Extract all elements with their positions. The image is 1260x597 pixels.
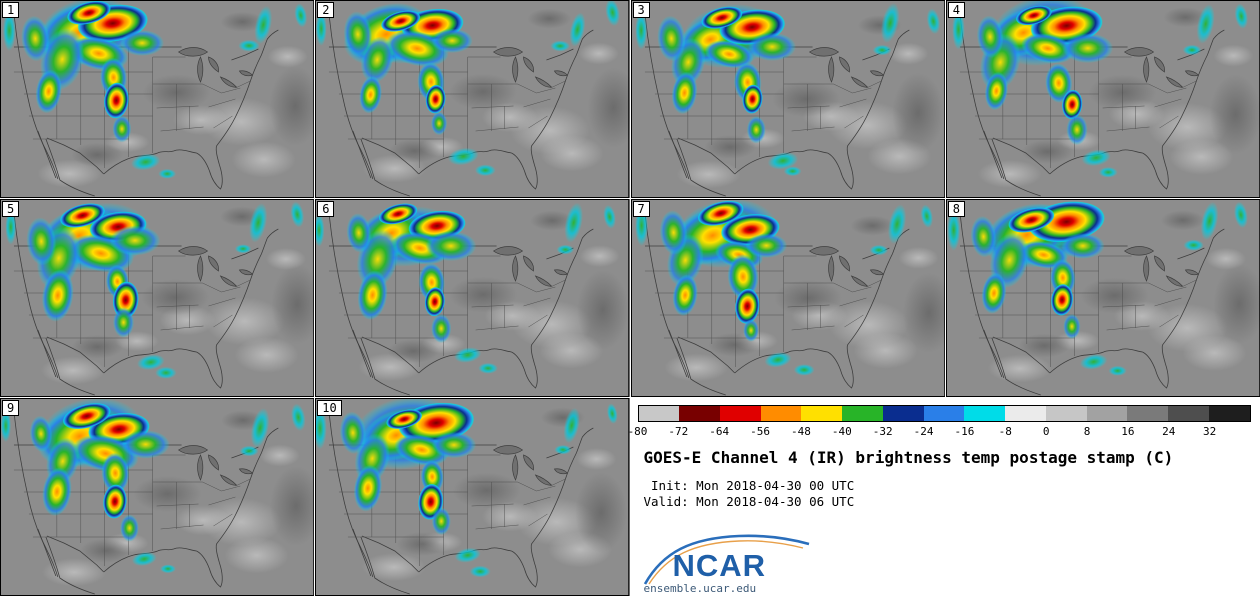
member-panel-5[interactable]: 5 — [0, 199, 315, 397]
member-number: 6 — [317, 201, 335, 217]
colorbar-tick-label: -32 — [872, 425, 893, 438]
ncar-wordmark: NCAR — [672, 548, 767, 583]
colorbar-segment — [719, 406, 761, 421]
colorbar-tick-label: -64 — [709, 425, 730, 438]
colorbar-tick-label: -80 — [627, 425, 648, 438]
member-number: 2 — [317, 2, 335, 18]
site-url: ensemble.ucar.edu — [643, 582, 757, 595]
legend-panel: -80 -72 -64 -56 -48 -40 -32 -24 -16 -8 0 8 16 24 32 GO… — [628, 398, 1260, 596]
member-panel-8[interactable]: 8 — [945, 199, 1260, 397]
colorbar-tick-label: -72 — [668, 425, 689, 438]
member-number: 1 — [2, 2, 20, 18]
member-number: 9 — [2, 400, 20, 416]
member-number: 8 — [947, 201, 965, 217]
member-map — [315, 398, 630, 596]
member-map — [0, 199, 315, 397]
member-map — [315, 199, 630, 397]
colorbar-segment — [638, 406, 680, 421]
colorbar-segment — [760, 406, 802, 421]
colorbar-segment — [1086, 406, 1128, 421]
colorbar-segment — [1208, 406, 1250, 421]
colorbar-tick-label: -8 — [998, 425, 1012, 438]
member-panel-1[interactable]: 1 — [0, 0, 315, 198]
member-number: 5 — [2, 201, 20, 217]
colorbar-tick-row: -80 -72 -64 -56 -48 -40 -32 -24 -16 -8 0 8 16 24 32 — [628, 425, 1251, 439]
colorbar-tick-label: -24 — [913, 425, 934, 438]
member-map — [0, 0, 315, 198]
member-map — [315, 0, 630, 198]
member-number: 10 — [317, 400, 342, 416]
product-title: GOES-E Channel 4 (IR) brightness temp po… — [643, 448, 1174, 467]
colorbar-tick-label: -40 — [831, 425, 852, 438]
colorbar-segment — [964, 406, 1006, 421]
member-panel-4[interactable]: 4 — [945, 0, 1260, 198]
colorbar-tick-label: -56 — [750, 425, 771, 438]
member-panel-7[interactable]: 7 — [630, 199, 945, 397]
colorbar-segment — [1127, 406, 1169, 421]
member-map — [0, 398, 315, 596]
ncar-swoosh-icon — [643, 534, 809, 585]
member-panel-3[interactable]: 3 — [630, 0, 945, 198]
colorbar-segment — [1005, 406, 1046, 421]
colorbar-tick-label: 16 — [1121, 425, 1135, 438]
member-number: 4 — [947, 2, 965, 18]
member-map — [630, 0, 945, 198]
member-panel-6[interactable]: 6 — [315, 199, 630, 397]
colorbar-segment — [679, 406, 720, 421]
colorbar-tick-label: 0 — [1042, 425, 1050, 438]
member-map — [945, 0, 1260, 198]
colorbar-tick-label: 8 — [1083, 425, 1091, 438]
colorbar-segment — [1168, 406, 1209, 421]
member-panel-10[interactable]: 10 — [315, 398, 630, 596]
ncar-logo: NCAR — [643, 534, 843, 586]
colorbar-tick-label: 32 — [1203, 425, 1217, 438]
colorbar-tick-label: 24 — [1162, 425, 1176, 438]
member-panel-9[interactable]: 9 — [0, 398, 315, 596]
colorbar-tick-label: -16 — [954, 425, 975, 438]
colorbar-segment — [1045, 406, 1087, 421]
colorbar — [637, 405, 1251, 422]
colorbar-segment — [882, 406, 924, 421]
member-panel-2[interactable]: 2 — [315, 0, 630, 198]
colorbar-segment — [923, 406, 965, 421]
member-map — [945, 199, 1260, 397]
colorbar-tick-label: -48 — [791, 425, 811, 438]
colorbar-segment — [801, 406, 843, 421]
member-map — [630, 199, 945, 397]
colorbar-segment — [842, 406, 883, 421]
member-number: 3 — [632, 2, 650, 18]
init-time: Init: Mon 2018-04-30 00 UTC — [643, 478, 855, 493]
valid-time: Valid: Mon 2018-04-30 06 UTC — [643, 494, 855, 509]
member-number: 7 — [632, 201, 650, 217]
